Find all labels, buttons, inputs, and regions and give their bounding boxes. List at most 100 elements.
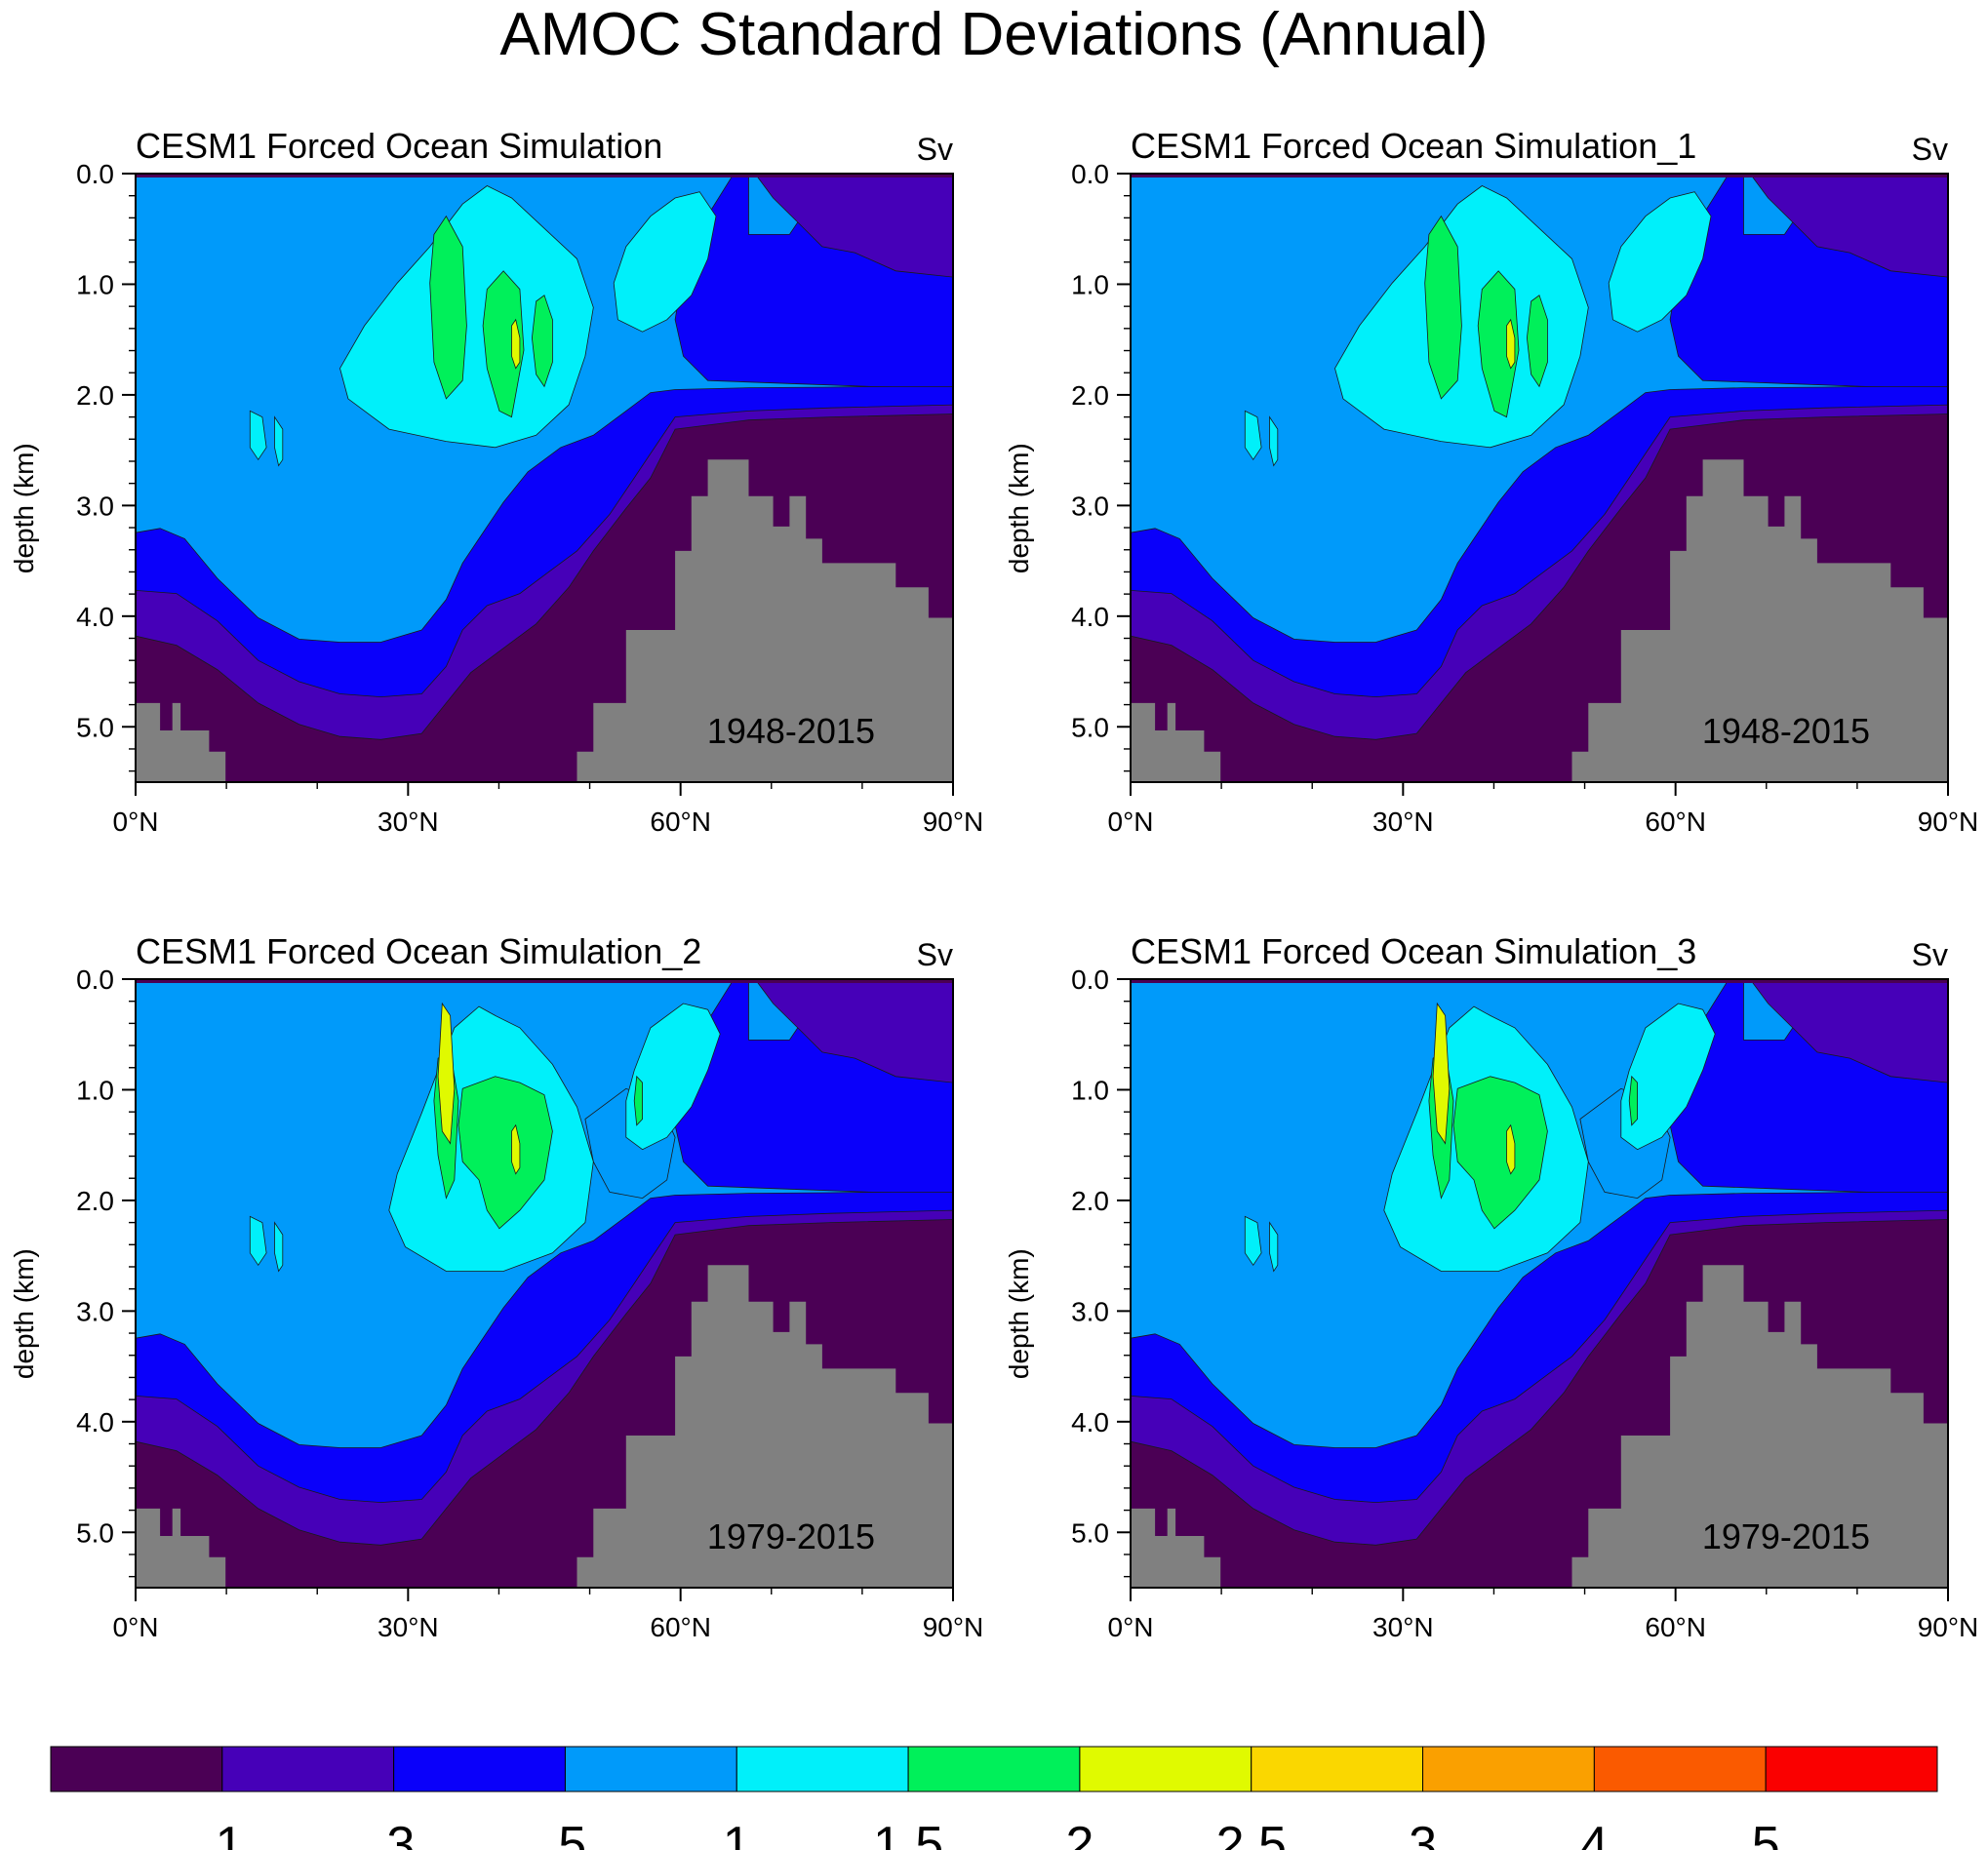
gyre-contour-15: [339, 185, 594, 449]
y-tick-label: 1.0: [1071, 1075, 1109, 1105]
y-tick-label: 2.0: [1071, 1186, 1109, 1216]
surface-band: [1131, 979, 1948, 983]
side-contour-15: [613, 191, 717, 333]
colorbar-swatch: [564, 1746, 737, 1792]
x-tick-label: 30°N: [378, 807, 439, 837]
core-contour-25: [1506, 318, 1516, 370]
y-tick-label: 5.0: [76, 1517, 114, 1548]
ridge-a-contour-2: [1424, 215, 1462, 400]
colorbar-swatch: [736, 1746, 909, 1792]
colorbar-swatch: [1079, 1746, 1252, 1792]
island-contour-b: [1269, 1221, 1279, 1273]
ridge-b-contour-2: [482, 270, 525, 418]
island-contour-a: [1244, 410, 1262, 461]
panel-units: Sv: [917, 937, 953, 972]
x-tick-label: 30°N: [1372, 807, 1434, 837]
side-contour-15: [1620, 1003, 1716, 1151]
x-tick-label: 0°N: [113, 1612, 159, 1642]
x-tick-label: 60°N: [650, 807, 711, 837]
y-tick-label: 4.0: [1071, 602, 1109, 632]
colorbar-swatch: [221, 1746, 395, 1792]
island-contour-a: [1244, 1215, 1262, 1267]
y-axis-label: depth (km): [1004, 443, 1034, 573]
plot-frame: [1130, 173, 1949, 783]
surface-band: [1131, 174, 1948, 177]
colorbar-label: 4: [1580, 1817, 1609, 1850]
colorbar-label: 3: [1409, 1817, 1437, 1850]
panel-period: 1979-2015: [707, 1516, 875, 1556]
x-tick-label: 0°N: [1108, 807, 1154, 837]
y-tick-label: 2.0: [1071, 380, 1109, 411]
colorbar-swatch: [1593, 1746, 1767, 1792]
x-tick-label: 90°N: [1918, 1612, 1979, 1642]
y-tick-label: 1.0: [1071, 269, 1109, 299]
side-contour-15: [625, 1003, 721, 1151]
colorbar-label: 5: [1752, 1817, 1780, 1850]
colorbar-label: .3: [373, 1817, 415, 1850]
y-tick-label: 0.0: [1071, 964, 1109, 995]
ridge-a-contour-2: [429, 215, 467, 400]
panel-3: 0.0 1.0 2.0 3.0 4.0 5.0 0°N 30°N 60°N 90°N CESM1 F…: [9, 931, 983, 1642]
colorbar-swatch: [1422, 1746, 1595, 1792]
colorbar-swatch: [1765, 1746, 1938, 1792]
y-tick-label: 5.0: [76, 712, 114, 742]
plot-frame: [1130, 978, 1949, 1589]
ridge-contour-25: [1432, 1002, 1451, 1145]
core-contour-25: [511, 1123, 521, 1175]
panel-1: 0.0 1.0 2.0 3.0 4.0 5.0 0°N 30°N 60°N 90°N CESM1 F…: [9, 126, 983, 837]
y-tick-label: 4.0: [1071, 1407, 1109, 1437]
gyre-contour-2: [457, 1076, 553, 1230]
ridge-c-contour-2: [1526, 295, 1548, 388]
ridge-c-contour-2: [531, 295, 553, 388]
island-contour-a: [249, 1215, 267, 1267]
y-axis-label: depth (km): [1004, 1248, 1034, 1379]
y-tick-label: 1.0: [76, 269, 114, 299]
x-tick-label: 60°N: [650, 1612, 711, 1642]
colorbar-swatch: [1251, 1746, 1424, 1792]
surface-band: [136, 174, 953, 177]
y-tick-label: 3.0: [76, 491, 114, 521]
y-tick-label: 2.0: [76, 380, 114, 411]
y-tick-label: 0.0: [76, 964, 114, 995]
y-axis-label: depth (km): [9, 1248, 39, 1379]
panel-title: CESM1 Forced Ocean Simulation_2: [136, 931, 701, 971]
island-contour-a: [249, 410, 267, 461]
colorbar-label: 1.5: [873, 1817, 943, 1850]
side-contour-15: [1608, 191, 1712, 333]
y-tick-label: 4.0: [76, 602, 114, 632]
plot-frame: [135, 978, 954, 1589]
bathymetry: [136, 1265, 953, 1588]
colorbar-label: 2: [1065, 1817, 1093, 1850]
panel-units: Sv: [917, 132, 953, 167]
y-tick-label: 3.0: [1071, 491, 1109, 521]
colorbar-swatch: [907, 1746, 1081, 1792]
y-tick-label: 3.0: [76, 1296, 114, 1326]
colorbar-swatch: [50, 1746, 223, 1792]
colorbar: .1 .3 .5 1 1.5 2 2.5 3 4 5: [50, 1746, 1938, 1850]
colorbar-label: 1: [723, 1817, 751, 1850]
panel-2: 0.0 1.0 2.0 3.0 4.0 5.0 0°N 30°N 60°N 90°N CESM1 F…: [1004, 126, 1978, 837]
y-tick-label: 5.0: [1071, 712, 1109, 742]
panels: 0.0 1.0 2.0 3.0 4.0 5.0 0°N 30°N 60°N 90°N CESM1 F…: [9, 126, 1978, 1642]
ridge-contour-25: [437, 1002, 456, 1145]
bathymetry: [1131, 1265, 1948, 1588]
core-contour-25: [511, 318, 521, 370]
y-tick-label: 0.0: [1071, 159, 1109, 189]
island-contour-b: [1269, 415, 1279, 467]
bathymetry: [136, 459, 953, 782]
y-axis-label: depth (km): [9, 443, 39, 573]
panel-period: 1948-2015: [707, 711, 875, 751]
gyre-contour-15: [1334, 185, 1589, 449]
core-contour-25: [1506, 1123, 1516, 1175]
x-tick-label: 0°N: [1108, 1612, 1154, 1642]
panel-4: 0.0 1.0 2.0 3.0 4.0 5.0 0°N 30°N 60°N 90°N CESM1 F…: [1004, 931, 1978, 1642]
panel-period: 1948-2015: [1702, 711, 1870, 751]
colorbar-label: .1: [201, 1817, 243, 1850]
colorbar-label: 2.5: [1216, 1817, 1287, 1850]
plot-frame: [135, 173, 954, 783]
x-tick-label: 90°N: [1918, 807, 1979, 837]
x-tick-label: 60°N: [1645, 1612, 1706, 1642]
x-tick-label: 90°N: [923, 1612, 984, 1642]
panel-units: Sv: [1912, 132, 1948, 167]
panel-title: CESM1 Forced Ocean Simulation_3: [1131, 931, 1696, 971]
